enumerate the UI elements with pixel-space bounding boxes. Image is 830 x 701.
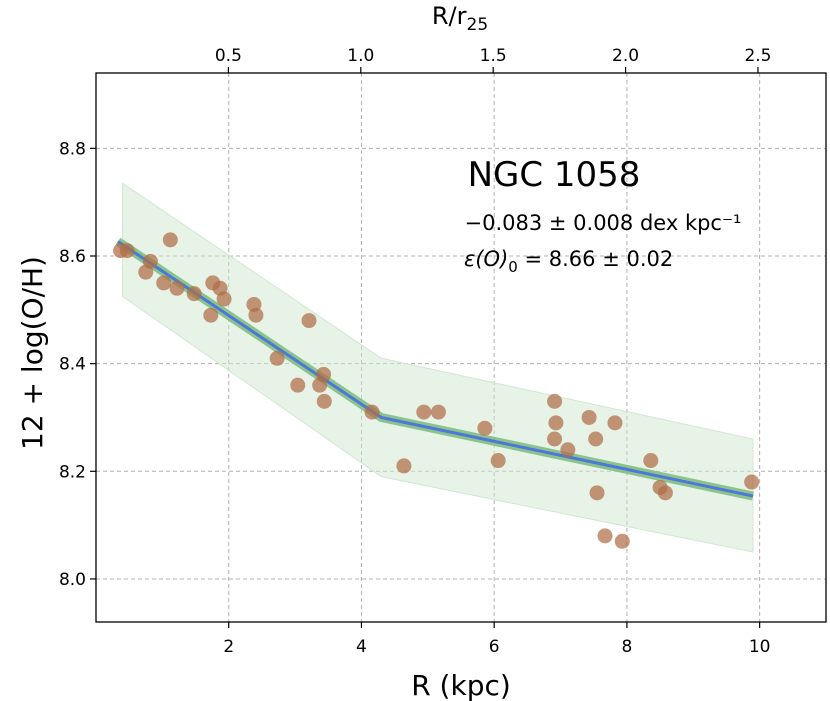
top-axis-title: R/r25 xyxy=(432,2,488,35)
data-point xyxy=(316,393,332,409)
top-tick-label: 0.5 xyxy=(215,46,242,66)
uncertainty-band xyxy=(122,182,754,553)
data-point xyxy=(614,533,630,549)
data-point xyxy=(597,528,613,544)
zero-point-annotation: ε(O)0 = 8.66 ± 0.02 xyxy=(464,247,673,276)
data-point xyxy=(477,420,493,436)
data-point xyxy=(547,393,563,409)
x-tick-label: 2 xyxy=(223,637,234,657)
data-point xyxy=(162,232,178,248)
data-point xyxy=(316,366,332,382)
fit-line-layer xyxy=(115,237,754,501)
galaxy-name: NGC 1058 xyxy=(468,155,641,195)
x-tick-label: 8 xyxy=(621,637,632,657)
eps-symbol: ε(O) xyxy=(464,247,508,271)
ticks-layer: 2 4 6 8 10 8.0 8.2 8.4 8.6 8.8 0.5 1.0 1.5 2.0 2.5 xyxy=(59,46,772,657)
data-point xyxy=(216,291,232,307)
data-point xyxy=(301,313,317,329)
data-point xyxy=(607,415,623,431)
y-tick-label: 8.2 xyxy=(59,462,86,482)
top-tick-label: 1.0 xyxy=(347,46,374,66)
top-tick-label: 2.0 xyxy=(612,46,639,66)
fit-line xyxy=(117,240,754,498)
data-point xyxy=(657,485,673,501)
data-point xyxy=(547,431,563,447)
gradient-annotation: −0.083 ± 0.008 dex kpc⁻¹ xyxy=(465,211,742,235)
data-point xyxy=(589,485,605,501)
data-point xyxy=(203,307,219,323)
data-point xyxy=(248,307,264,323)
top-tick-label: 2.5 xyxy=(744,46,771,66)
data-point xyxy=(119,243,135,259)
data-point xyxy=(548,415,564,431)
data-point xyxy=(169,280,185,296)
data-point xyxy=(142,253,158,269)
data-point xyxy=(430,404,446,420)
data-point xyxy=(416,404,432,420)
data-point xyxy=(490,453,506,469)
y-tick-label: 8.4 xyxy=(59,355,86,375)
eps-value: = 8.66 ± 0.02 xyxy=(518,247,673,271)
points-layer xyxy=(113,232,760,549)
y-tick-label: 8.8 xyxy=(59,139,86,159)
y-axis-title: 12 + log(O/H) xyxy=(16,256,49,450)
data-point xyxy=(588,431,604,447)
data-point xyxy=(396,458,412,474)
band-layer xyxy=(122,182,754,553)
data-point xyxy=(560,442,576,458)
data-point xyxy=(186,286,202,302)
data-point xyxy=(643,453,659,469)
y-tick-label: 8.6 xyxy=(59,247,86,267)
plot-frame xyxy=(95,72,827,623)
x-axis-title: R (kpc) xyxy=(411,669,511,701)
eps-sub: 0 xyxy=(508,258,518,276)
x-tick-label: 6 xyxy=(489,637,500,657)
data-point xyxy=(364,404,380,420)
data-point xyxy=(269,350,285,366)
data-point xyxy=(156,275,172,291)
top-axis-title-base: R/r xyxy=(432,2,467,30)
top-tick-label: 1.5 xyxy=(480,46,507,66)
data-point xyxy=(744,474,760,490)
data-point xyxy=(290,377,306,393)
top-axis-title-sub: 25 xyxy=(467,15,489,35)
x-tick-label: 4 xyxy=(356,637,367,657)
data-point xyxy=(581,409,597,425)
y-tick-label: 8.0 xyxy=(59,570,86,590)
x-tick-label: 10 xyxy=(749,637,771,657)
